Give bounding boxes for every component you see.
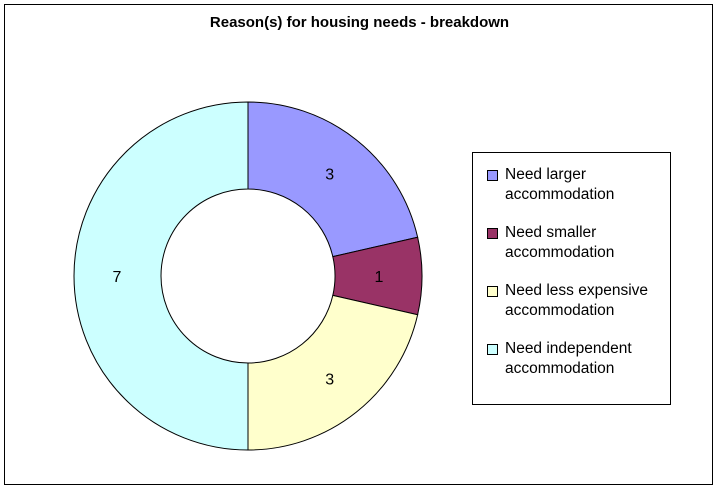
legend-item-larger: Need larger accommodation xyxy=(473,165,670,223)
slice-larger xyxy=(247,101,419,258)
legend-label-larger: Need larger accommodation xyxy=(505,166,615,203)
legend-label-less-expensive: Need less expensive accommodation xyxy=(505,282,649,319)
data-label-smaller: 1 xyxy=(375,269,384,286)
data-label-less-expensive: 3 xyxy=(325,371,334,388)
legend-label-independent: Need independent accommodation xyxy=(505,340,632,377)
data-label-larger: 3 xyxy=(325,167,334,184)
legend-swatch-smaller xyxy=(487,228,498,239)
chart-title: Reason(s) for housing needs - breakdown xyxy=(209,14,510,31)
legend-item-independent: Need independent accommodation xyxy=(473,339,670,397)
legend-label-smaller: Need smaller accommodation xyxy=(505,224,615,261)
legend-swatch-less-expensive xyxy=(487,286,498,297)
slice-less-expensive xyxy=(247,294,419,451)
slice-independent xyxy=(73,101,249,451)
legend-item-less-expensive: Need less expensive accommodation xyxy=(473,281,670,339)
legend-swatch-independent xyxy=(487,344,498,355)
legend-swatch-larger xyxy=(487,170,498,181)
chart-legend: Need larger accommodation Need smaller a… xyxy=(472,152,671,405)
legend-item-smaller: Need smaller accommodation xyxy=(473,223,670,281)
data-label-independent: 7 xyxy=(113,269,122,286)
